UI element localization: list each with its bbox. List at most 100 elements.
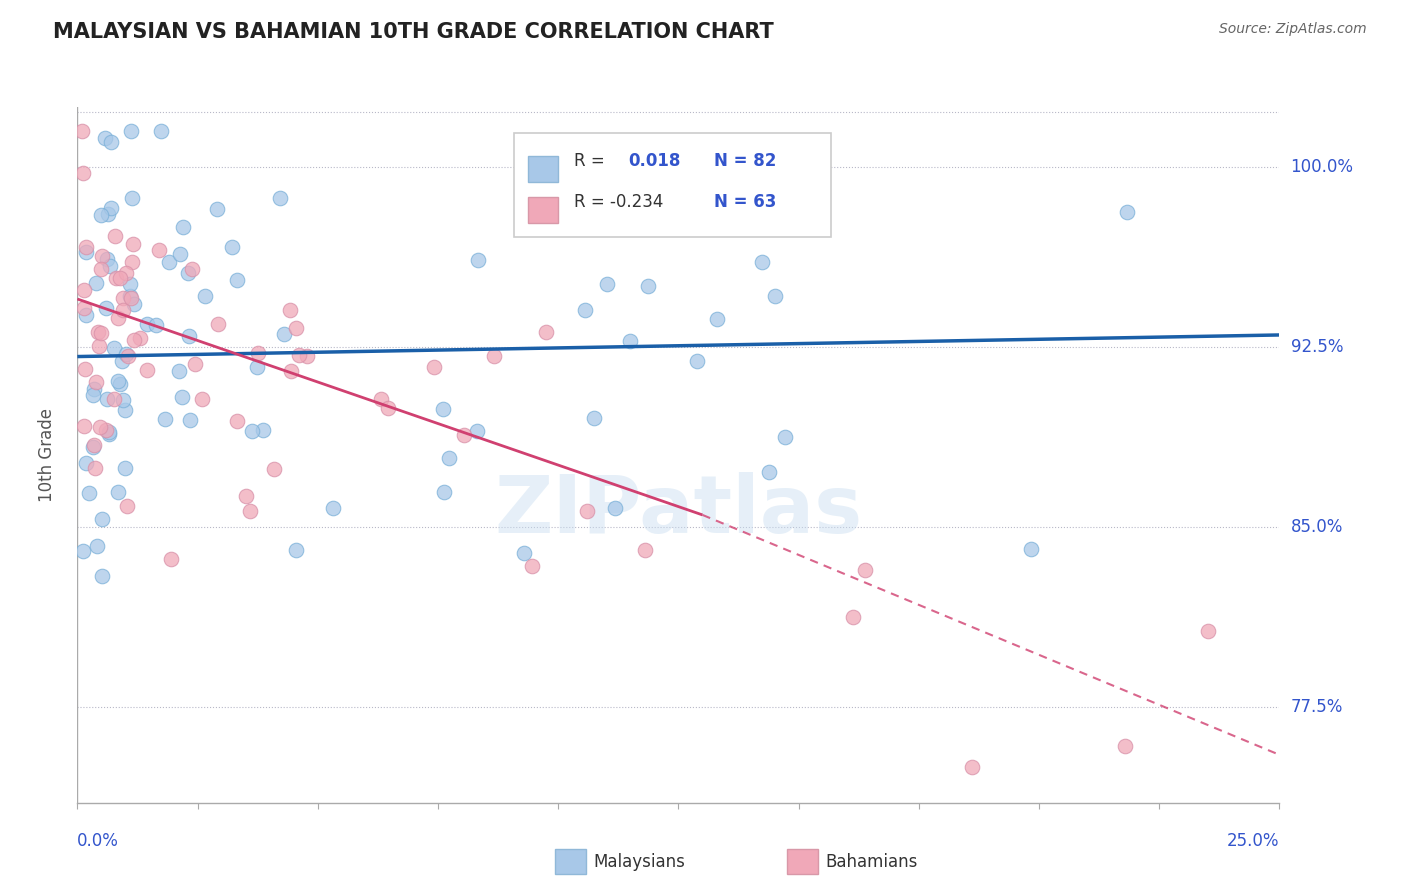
Point	[191, 392, 214, 407]
Point	[120, 124, 142, 138]
Point	[439, 450, 461, 465]
Point	[1197, 624, 1219, 639]
Point	[284, 321, 307, 335]
Point	[136, 317, 159, 331]
Point	[179, 413, 201, 427]
Point	[842, 609, 865, 624]
Point	[583, 410, 606, 425]
Point	[576, 503, 599, 517]
Point	[773, 430, 796, 444]
Point	[114, 461, 136, 475]
FancyBboxPatch shape	[529, 156, 558, 182]
Point	[107, 374, 129, 388]
Text: Source: ZipAtlas.com: Source: ZipAtlas.com	[1219, 22, 1367, 37]
Point	[120, 291, 142, 305]
Point	[94, 423, 117, 437]
Point	[117, 500, 139, 514]
Point	[263, 461, 285, 475]
Point	[322, 501, 344, 516]
Point	[297, 349, 319, 363]
Point	[433, 484, 456, 499]
Point	[513, 546, 536, 560]
Point	[122, 237, 145, 252]
Point	[70, 124, 93, 138]
Point	[235, 489, 257, 503]
Text: N = 82: N = 82	[714, 152, 778, 169]
Point	[83, 382, 105, 396]
Point	[112, 291, 135, 305]
Point	[98, 259, 121, 273]
Point	[91, 568, 114, 582]
Point	[90, 326, 112, 340]
Point	[103, 392, 125, 407]
Text: Malaysians: Malaysians	[593, 853, 685, 871]
Point	[170, 391, 193, 405]
Point	[1114, 739, 1136, 753]
Point	[86, 539, 108, 553]
Point	[207, 317, 229, 331]
Point	[252, 423, 274, 437]
Text: MALAYSIAN VS BAHAMIAN 10TH GRADE CORRELATION CHART: MALAYSIAN VS BAHAMIAN 10TH GRADE CORRELA…	[53, 22, 775, 42]
Point	[100, 135, 122, 149]
Point	[82, 440, 104, 454]
Text: 0.0%: 0.0%	[77, 831, 120, 849]
Point	[87, 325, 110, 339]
Point	[75, 245, 97, 260]
Point	[136, 362, 159, 376]
Text: 0.018: 0.018	[628, 152, 681, 169]
Point	[169, 247, 191, 261]
Point	[221, 240, 243, 254]
Point	[246, 359, 269, 374]
Point	[121, 255, 143, 269]
Point	[284, 542, 307, 557]
Point	[453, 428, 475, 442]
Point	[90, 249, 112, 263]
Point	[97, 425, 120, 440]
Point	[377, 401, 399, 415]
Point	[97, 206, 120, 220]
Point	[110, 377, 132, 392]
Point	[96, 252, 118, 266]
Point	[73, 301, 96, 316]
Text: Bahamians: Bahamians	[825, 853, 918, 871]
Point	[75, 240, 97, 254]
Point	[595, 277, 617, 291]
Point	[465, 424, 488, 438]
Point	[73, 283, 96, 297]
Point	[751, 254, 773, 268]
Point	[105, 271, 128, 285]
Point	[619, 334, 641, 349]
Point	[280, 364, 302, 378]
Point	[1116, 205, 1139, 219]
Point	[83, 461, 105, 475]
Text: 85.0%: 85.0%	[1291, 518, 1343, 536]
Point	[112, 393, 135, 408]
Point	[94, 301, 117, 315]
Point	[240, 424, 263, 438]
Point	[176, 267, 198, 281]
Point	[155, 411, 177, 425]
FancyBboxPatch shape	[529, 197, 558, 223]
FancyBboxPatch shape	[513, 134, 831, 237]
Point	[117, 349, 139, 363]
Point	[115, 347, 138, 361]
Point	[150, 124, 173, 138]
Point	[853, 564, 876, 578]
Point	[111, 354, 134, 368]
Point	[90, 511, 112, 525]
Point	[177, 329, 200, 343]
Point	[752, 209, 775, 223]
Point	[107, 310, 129, 325]
Point	[169, 363, 191, 377]
Point	[122, 334, 145, 348]
Point	[180, 262, 202, 277]
Point	[90, 208, 112, 222]
Point	[225, 414, 247, 428]
Point	[120, 289, 142, 303]
Point	[370, 392, 392, 407]
Point	[247, 346, 270, 360]
Point	[114, 403, 136, 417]
Point	[637, 279, 659, 293]
Point	[484, 350, 506, 364]
Point	[73, 419, 96, 434]
